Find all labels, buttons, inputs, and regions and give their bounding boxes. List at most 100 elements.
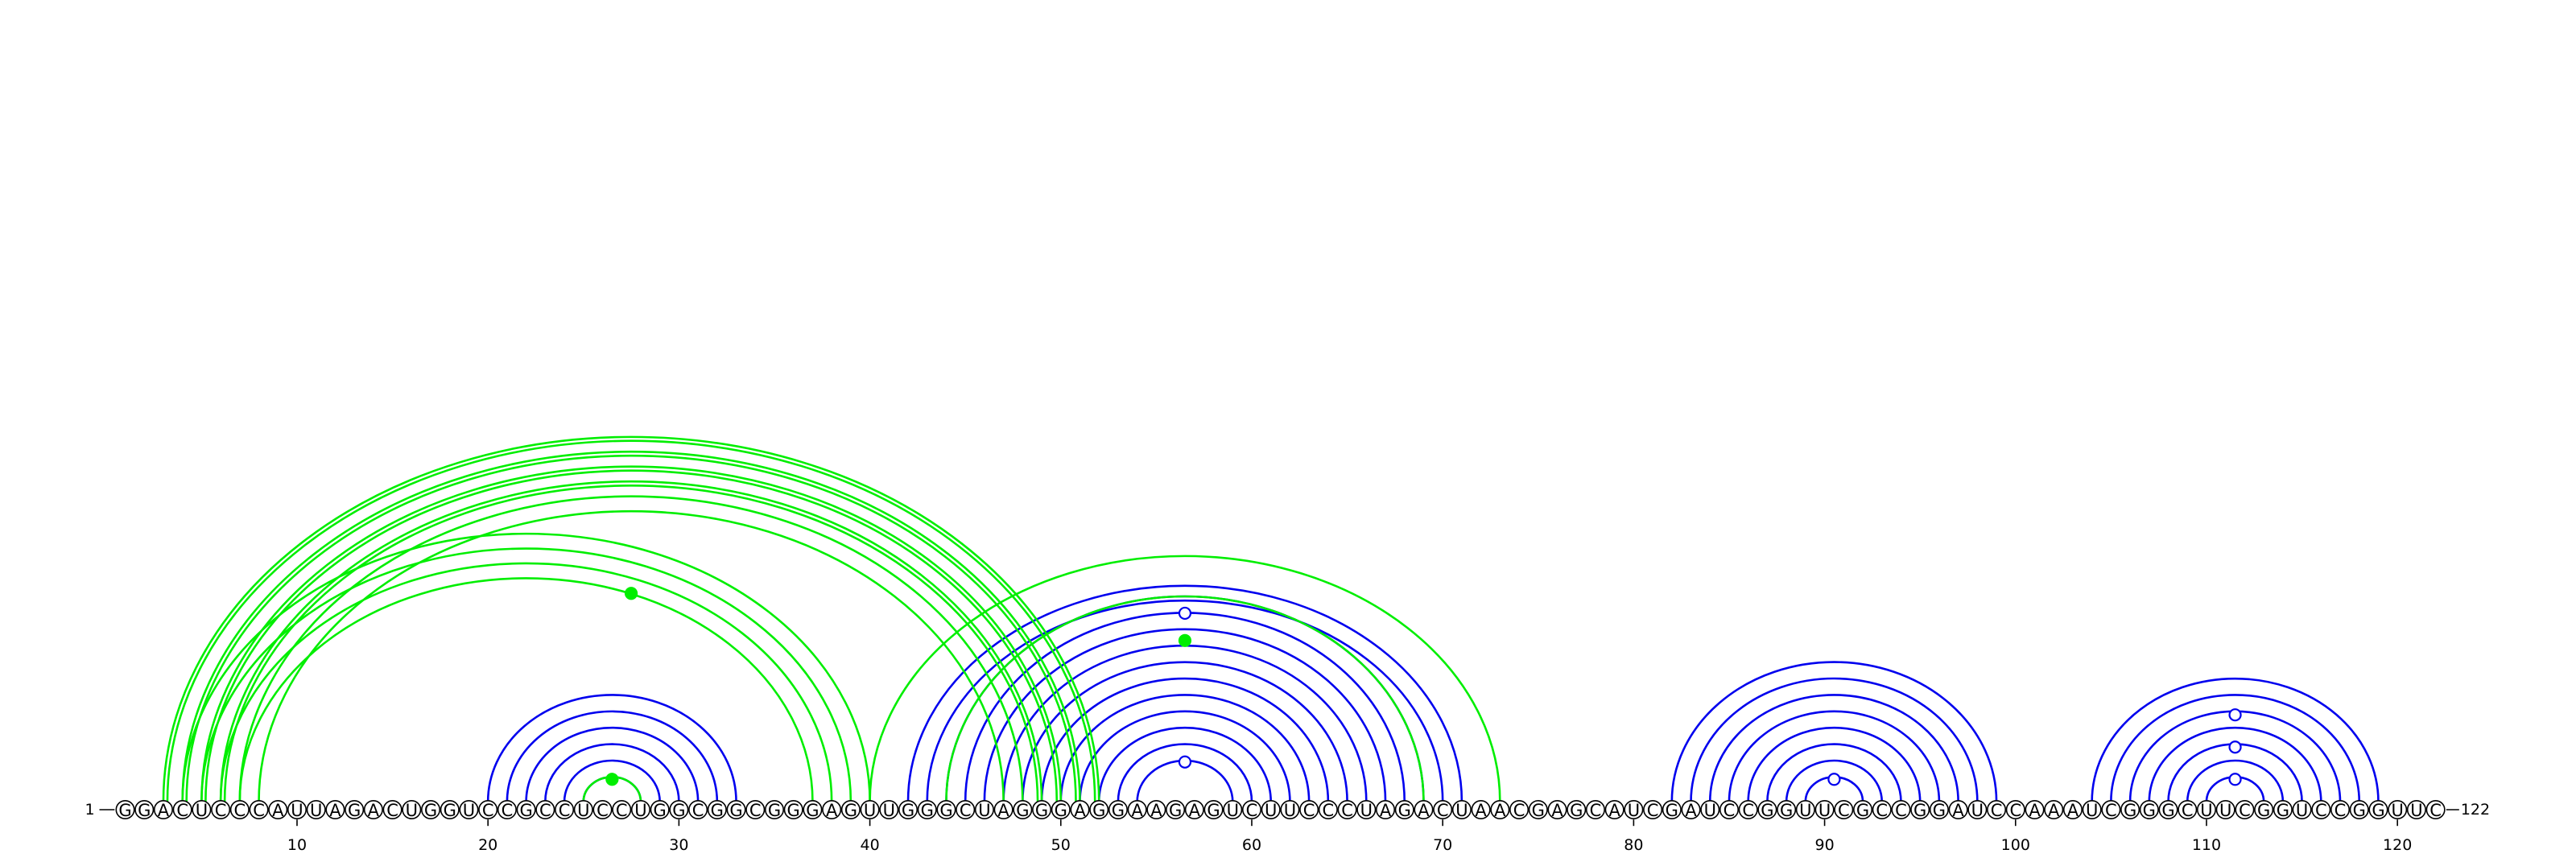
green-arc-44-69	[945, 595, 1425, 802]
nucleotide: U	[192, 799, 212, 820]
green-arc-5-39	[200, 547, 852, 802]
nucleotide: A	[1948, 799, 1968, 820]
nucleotide-circle	[440, 799, 460, 819]
nucleotide-letter: G	[1207, 801, 1220, 820]
nucleotide-circle	[1146, 799, 1166, 819]
nucleotide-circle	[2101, 799, 2121, 819]
tick: 90	[1814, 819, 1835, 854]
blue-arc-84-97	[1708, 694, 1959, 802]
nucleotide-letter: U	[1284, 801, 1296, 820]
nucleotide-circle	[764, 799, 784, 819]
nucleotide-circle	[1738, 799, 1758, 819]
nucleotide-letter: U	[2086, 801, 2098, 820]
nucleotide-letter: G	[1933, 801, 1946, 820]
nucleotide-circle	[535, 799, 555, 819]
nucleotide-letter: A	[1131, 801, 1143, 820]
nucleotide-circle	[803, 799, 823, 819]
nucleotide-circle	[2292, 799, 2312, 819]
nucleotide: C	[382, 799, 402, 820]
nucleotide: G	[650, 799, 670, 820]
nucleotide: G	[440, 799, 460, 820]
nucleotide: C	[555, 799, 575, 820]
nucleotide-letter: U	[883, 801, 895, 820]
nucleotide-circle	[1604, 799, 1624, 819]
nucleotide: A	[1681, 799, 1701, 820]
nucleotide: C	[1643, 799, 1663, 820]
nucleotide-letter: U	[577, 801, 589, 820]
blue-marker-2	[1178, 755, 1192, 769]
tick-label: 10	[287, 836, 307, 854]
nucleotide-letter: G	[1913, 801, 1926, 820]
green-marker-1	[624, 587, 638, 600]
nucleotide-circle	[1509, 799, 1530, 819]
nucleotide-letter: U	[1360, 801, 1373, 820]
nucleotide-letter: C	[597, 801, 609, 820]
nucleotide: A	[1547, 799, 1567, 820]
nucleotide-letter: G	[1666, 801, 1678, 820]
nucleotide: G	[2349, 799, 2369, 820]
nucleotide-circle	[840, 799, 861, 819]
nucleotide-circle	[1394, 799, 1414, 819]
nucleotide-circle	[936, 799, 956, 819]
nucleotide-circle	[1376, 799, 1396, 819]
nucleotide-circle	[2311, 799, 2331, 819]
nucleotide-circle	[592, 799, 613, 819]
nucleotide: C	[612, 799, 632, 820]
nucleotide: G	[1777, 799, 1797, 820]
nucleotide-circle	[879, 799, 899, 819]
nucleotide: C	[249, 799, 269, 820]
nucleotide-circle	[516, 799, 536, 819]
nucleotide-letter: C	[1895, 801, 1907, 820]
nucleotide: U	[1795, 799, 1815, 820]
nucleotide-circle	[822, 799, 842, 819]
nucleotide-letter: U	[864, 801, 876, 820]
markers-layer	[605, 587, 2242, 786]
nucleotide: C	[478, 799, 498, 820]
nucleotide: G	[345, 799, 365, 820]
tick-label: 60	[1242, 836, 1261, 854]
tick-label: 100	[2001, 836, 2030, 854]
nucleotide-letter: C	[749, 801, 762, 820]
nucleotide: U	[1261, 799, 1281, 820]
tick-label: 80	[1624, 836, 1643, 854]
nucleotide-circle	[1624, 799, 1644, 819]
nucleotide-letter: G	[1761, 801, 1773, 820]
nucleotide-letter: U	[2296, 801, 2308, 820]
nucleotide: A	[153, 799, 173, 820]
nucleotide: A	[2025, 799, 2045, 820]
nucleotide-circle	[630, 799, 650, 819]
nucleotide: C	[1337, 799, 1357, 820]
nucleotide-letter: U	[310, 801, 322, 820]
nucleotide-letter: G	[1016, 801, 1029, 820]
nucleotide-letter: C	[1513, 801, 1525, 820]
green-arc-7-48	[238, 495, 1024, 802]
nucleotide: G	[669, 799, 689, 820]
green-arc-3-52	[162, 435, 1100, 802]
nucleotide-circle	[573, 799, 593, 819]
nucleotide: U	[1356, 799, 1377, 820]
tick: 80	[1624, 819, 1643, 854]
green-arc-4-51	[185, 454, 1077, 802]
blue-marker-3	[1827, 773, 1841, 786]
nucleotide: G	[421, 799, 441, 820]
nucleotide: A	[1471, 799, 1491, 820]
nucleotide: G	[134, 799, 155, 820]
blue-arc-23-30	[544, 743, 680, 802]
nucleotide-circle	[707, 799, 727, 819]
nucleotide: A	[363, 799, 383, 820]
nucleotide-circle	[2215, 799, 2235, 819]
nucleotide-circle	[2005, 799, 2025, 819]
green-arc-5-50	[204, 469, 1059, 802]
nucleotide-letter: A	[2067, 801, 2079, 820]
nucleotide-letter: A	[158, 801, 170, 820]
nucleotide-letter: C	[2009, 801, 2021, 820]
nucleotide-letter: G	[444, 801, 456, 820]
nucleotide-letter: U	[291, 801, 303, 820]
nucleotide-letter: G	[2143, 801, 2156, 820]
nucleotide: G	[917, 799, 937, 820]
nucleotide-circle	[2044, 799, 2064, 819]
nucleotide-letter: C	[2239, 801, 2251, 820]
nucleotide: U	[1814, 799, 1835, 820]
green-arc-6-49	[223, 484, 1039, 802]
green-arc-3-52	[166, 439, 1096, 802]
